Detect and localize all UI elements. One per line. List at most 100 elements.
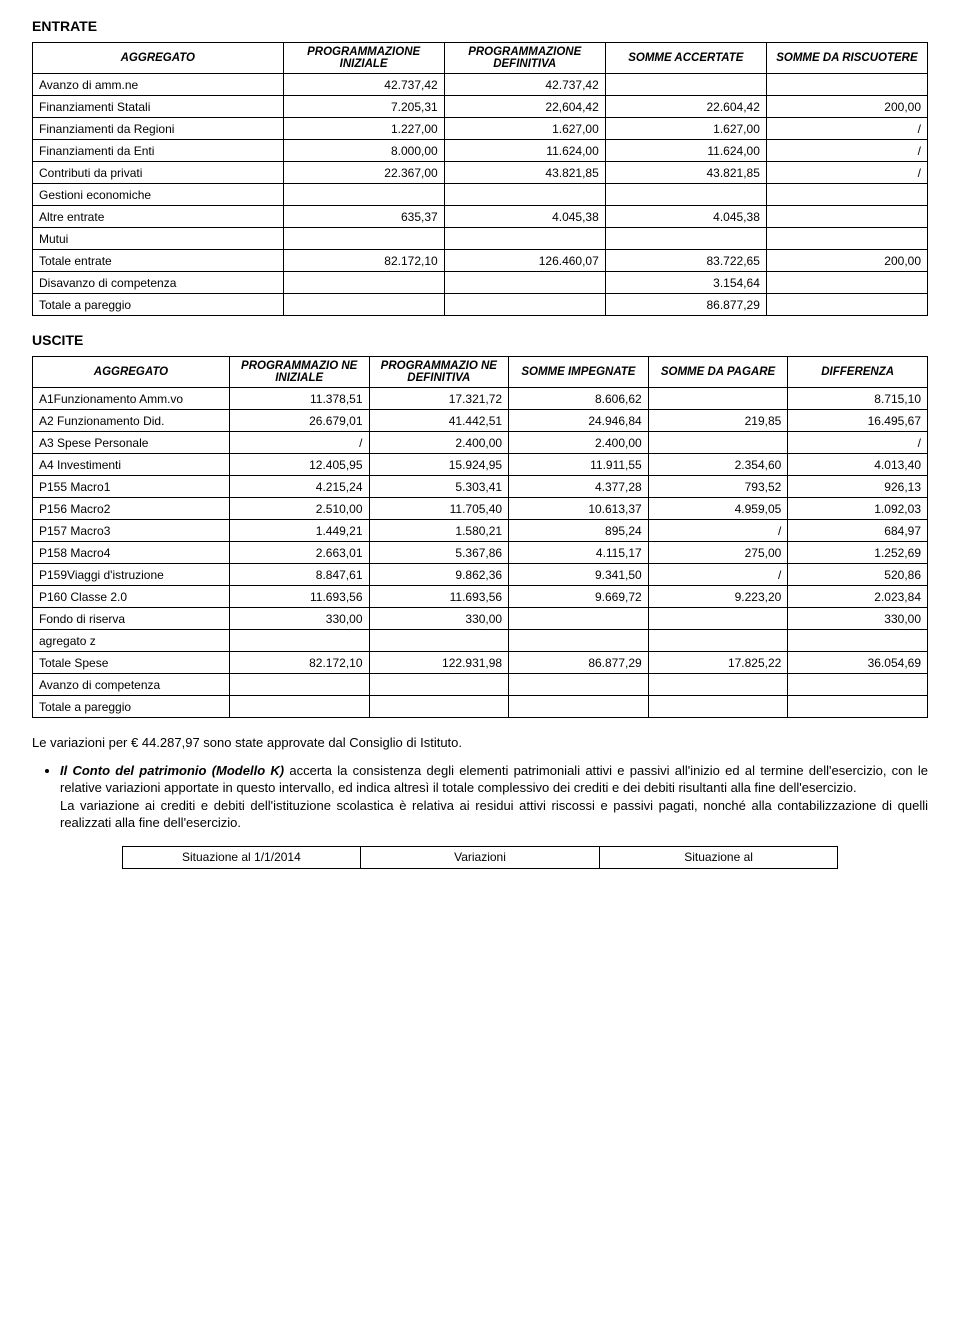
row-value: 635,37 [283,206,444,228]
row-value [509,674,649,696]
table-row: Totale entrate82.172,10126.460,0783.722,… [33,250,928,272]
row-label: Avanzo di amm.ne [33,74,284,96]
table-row: A2 Funzionamento Did.26.679,0141.442,512… [33,410,928,432]
entrate-th-2: PROGRAMMAZIONE DEFINITIVA [444,43,605,74]
row-value: 10.613,37 [509,498,649,520]
row-value [766,228,927,250]
row-value: / [648,520,788,542]
row-value [369,674,509,696]
situazione-cell-2: Situazione al [599,846,838,868]
row-value: 82.172,10 [283,250,444,272]
row-value [766,272,927,294]
row-value: 200,00 [766,250,927,272]
row-value [444,228,605,250]
uscite-th-4: SOMME DA PAGARE [648,357,788,388]
entrate-th-0: AGGREGATO [33,43,284,74]
table-row: Disavanzo di competenza3.154,64 [33,272,928,294]
entrate-body: Avanzo di amm.ne42.737,4242.737,42Finanz… [33,74,928,316]
row-label: Totale Spese [33,652,230,674]
row-value: 9.341,50 [509,564,649,586]
entrate-title: ENTRATE [32,18,928,34]
uscite-body: A1Funzionamento Amm.vo11.378,5117.321,72… [33,388,928,718]
row-value: 1.627,00 [444,118,605,140]
row-value: 11.624,00 [605,140,766,162]
bullet-body2: La variazione ai crediti e debiti dell'i… [60,798,928,831]
row-value: 82.172,10 [229,652,369,674]
row-value: 11.693,56 [229,586,369,608]
row-label: Finanziamenti da Enti [33,140,284,162]
row-value: / [788,432,928,454]
uscite-table: AGGREGATO PROGRAMMAZIO NE INIZIALE PROGR… [32,356,928,718]
row-value: 2.510,00 [229,498,369,520]
row-value [648,608,788,630]
row-value: 12.405,95 [229,454,369,476]
row-value: 11.705,40 [369,498,509,520]
row-label: Fondo di riserva [33,608,230,630]
row-value: 22,604,42 [444,96,605,118]
row-value: 22.367,00 [283,162,444,184]
row-value: 684,97 [788,520,928,542]
row-value [444,272,605,294]
row-value: 275,00 [648,542,788,564]
uscite-th-5: DIFFERENZA [788,357,928,388]
variazioni-text: Le variazioni per € 44.287,97 sono state… [32,734,928,752]
row-value [283,272,444,294]
row-value: 330,00 [229,608,369,630]
row-value: / [766,140,927,162]
row-value [648,388,788,410]
row-value: 219,85 [648,410,788,432]
row-label: A2 Funzionamento Did. [33,410,230,432]
row-value: 42.737,42 [283,74,444,96]
row-value: 11.911,55 [509,454,649,476]
uscite-th-2: PROGRAMMAZIO NE DEFINITIVA [369,357,509,388]
row-value: 4.045,38 [444,206,605,228]
uscite-th-1: PROGRAMMAZIO NE INIZIALE [229,357,369,388]
row-value [788,696,928,718]
row-value [766,184,927,206]
row-value: / [766,162,927,184]
row-value: 330,00 [369,608,509,630]
situazione-row: Situazione al 1/1/2014 Variazioni Situaz… [122,846,838,868]
table-row: Avanzo di competenza [33,674,928,696]
row-value: 1.449,21 [229,520,369,542]
uscite-th-0: AGGREGATO [33,357,230,388]
row-value: 1.227,00 [283,118,444,140]
row-value: 1.627,00 [605,118,766,140]
uscite-title: USCITE [32,332,928,348]
table-row: Finanziamenti Statali7.205,3122,604,4222… [33,96,928,118]
row-value [509,630,649,652]
row-label: P155 Macro1 [33,476,230,498]
bullet-list: Il Conto del patrimonio (Modello K) acce… [32,762,928,832]
row-value [283,184,444,206]
row-value: / [766,118,927,140]
table-row: Altre entrate635,374.045,384.045,38 [33,206,928,228]
row-value: 86.877,29 [605,294,766,316]
row-value: 17.825,22 [648,652,788,674]
situazione-table: Situazione al 1/1/2014 Variazioni Situaz… [122,846,839,869]
row-value: 17.321,72 [369,388,509,410]
table-row: Mutui [33,228,928,250]
row-value [229,630,369,652]
row-value: 895,24 [509,520,649,542]
row-value [283,294,444,316]
row-value: 9.862,36 [369,564,509,586]
row-value: 11.624,00 [444,140,605,162]
table-row: Contributi da privati22.367,0043.821,854… [33,162,928,184]
row-value: 5.303,41 [369,476,509,498]
row-label: Totale a pareggio [33,696,230,718]
row-value: 5.367,86 [369,542,509,564]
row-value: 4.115,17 [509,542,649,564]
table-row: Totale a pareggio86.877,29 [33,294,928,316]
row-value: 1.580,21 [369,520,509,542]
row-value: / [648,564,788,586]
row-label: A4 Investimenti [33,454,230,476]
entrate-th-1: PROGRAMMAZIONE INIZIALE [283,43,444,74]
row-value [648,630,788,652]
table-row: Totale Spese82.172,10122.931,9886.877,29… [33,652,928,674]
row-value: 24.946,84 [509,410,649,432]
row-label: Altre entrate [33,206,284,228]
row-value: 1.252,69 [788,542,928,564]
row-value [766,74,927,96]
table-row: agregato z [33,630,928,652]
bullet-lead: Il Conto del patrimonio (Modello K) [60,763,284,778]
